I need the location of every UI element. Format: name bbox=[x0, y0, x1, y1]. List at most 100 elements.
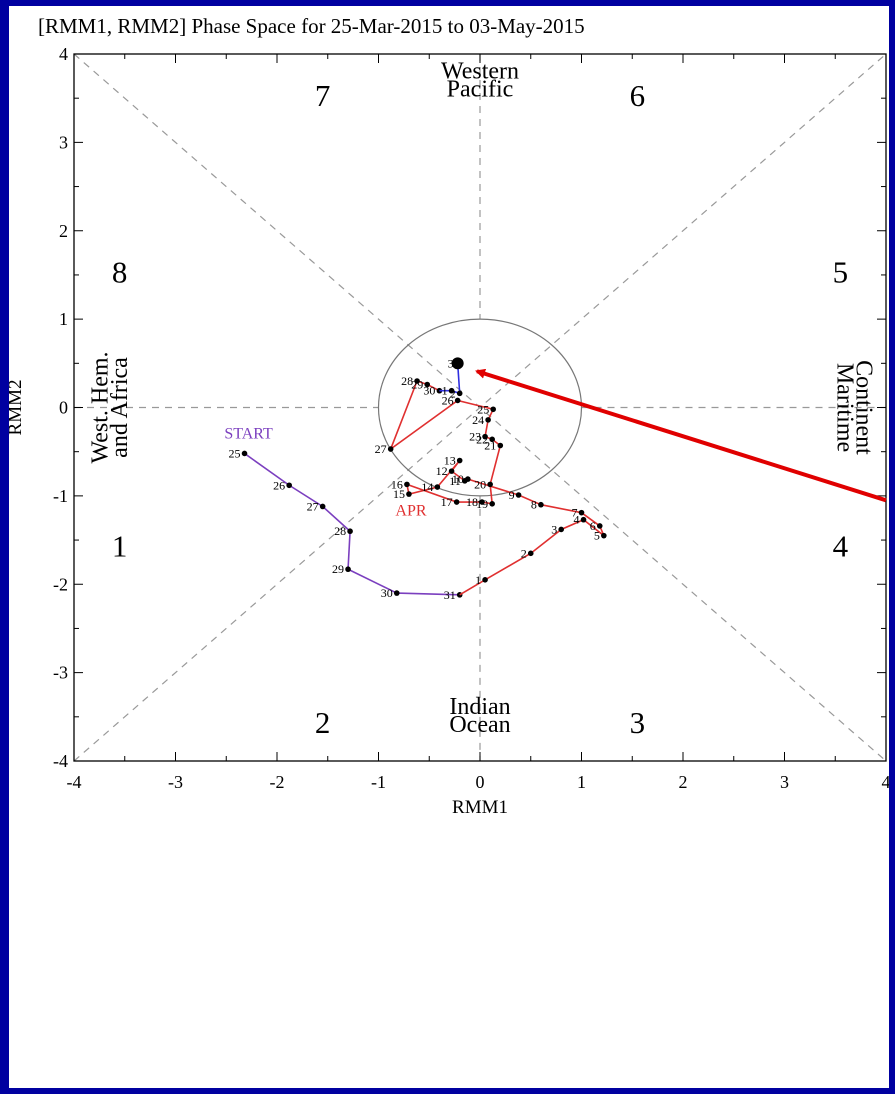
diagonal-line bbox=[73, 53, 887, 762]
data-point-label: 27 bbox=[375, 442, 387, 456]
region-label-right: Maritime bbox=[831, 363, 857, 452]
data-point bbox=[580, 516, 587, 523]
data-point bbox=[286, 482, 292, 489]
data-point bbox=[490, 406, 496, 413]
y-tick-label: 2 bbox=[59, 221, 68, 241]
x-axis-title: RMM1 bbox=[452, 797, 508, 818]
x-tick-label: 1 bbox=[577, 772, 586, 792]
data-point-label: 14 bbox=[421, 480, 433, 494]
data-point bbox=[487, 481, 493, 488]
data-point-label: 3 bbox=[551, 522, 557, 536]
phase-number-label: 3 bbox=[630, 705, 646, 740]
y-tick-label: -3 bbox=[53, 663, 68, 683]
x-tick-label: -4 bbox=[67, 772, 82, 792]
data-point bbox=[448, 387, 455, 394]
data-point bbox=[414, 378, 420, 384]
data-point-label: 16 bbox=[391, 477, 403, 491]
data-point-label: 15 bbox=[393, 487, 405, 501]
data-point-label: 28 bbox=[334, 524, 346, 538]
data-point bbox=[558, 526, 564, 533]
y-tick-label: 4 bbox=[59, 44, 68, 64]
x-tick-label: 0 bbox=[476, 772, 485, 792]
annotation-label: START bbox=[224, 425, 273, 442]
region-label-left: West. Hem. bbox=[87, 351, 113, 463]
data-point-label: 1 bbox=[475, 573, 481, 587]
data-point-label: 1 bbox=[442, 384, 448, 398]
data-point bbox=[454, 397, 461, 404]
y-axis-title: RMM2 bbox=[9, 380, 26, 436]
data-point bbox=[434, 484, 441, 490]
y-tick-label: -4 bbox=[53, 751, 68, 771]
pointer-arrow bbox=[475, 368, 887, 503]
data-point-label: 31 bbox=[444, 588, 456, 602]
data-point-label: 29 bbox=[332, 562, 344, 576]
x-tick-label: 3 bbox=[780, 772, 789, 792]
data-point-label: 4 bbox=[574, 513, 580, 527]
data-point bbox=[404, 481, 410, 488]
arrow-layer bbox=[475, 368, 887, 503]
data-point bbox=[387, 446, 394, 452]
data-point bbox=[482, 433, 488, 440]
data-point bbox=[601, 532, 607, 539]
data-point-label: 6 bbox=[590, 519, 596, 533]
data-point-label: 25 bbox=[229, 446, 241, 460]
chart-title: [RMM1, RMM2] Phase Space for 25-Mar-2015… bbox=[38, 14, 585, 38]
data-point bbox=[451, 357, 464, 370]
data-point-label: 30 bbox=[381, 586, 393, 600]
data-point-label: 30 bbox=[423, 384, 435, 398]
data-point-label: 28 bbox=[401, 374, 413, 388]
data-point bbox=[527, 550, 534, 557]
data-point-label: 17 bbox=[441, 495, 453, 509]
data-point bbox=[482, 577, 488, 583]
data-point bbox=[456, 457, 463, 464]
data-point-label: 2 bbox=[521, 546, 527, 560]
y-tick-label: 1 bbox=[59, 309, 68, 329]
data-point-label: 26 bbox=[273, 478, 285, 492]
phase-number-label: 8 bbox=[112, 255, 128, 290]
region-label-bottom: Indian bbox=[449, 694, 510, 720]
data-point bbox=[578, 509, 585, 516]
x-tick-label: -1 bbox=[371, 772, 386, 792]
y-tick-label: 3 bbox=[59, 132, 68, 152]
chart-frame: [RMM1, RMM2] Phase Space for 25-Mar-2015… bbox=[9, 6, 889, 1088]
data-point bbox=[345, 566, 351, 573]
phase-number-label: 7 bbox=[315, 78, 331, 113]
data-point bbox=[485, 417, 491, 423]
data-point-label: 21 bbox=[484, 439, 496, 453]
data-point-label: 20 bbox=[474, 477, 486, 491]
data-point-label: 19 bbox=[476, 497, 488, 511]
data-point bbox=[538, 501, 544, 508]
data-point-label: 2 bbox=[450, 386, 456, 400]
region-label-left: and Africa bbox=[107, 357, 133, 458]
phase-number-label: 4 bbox=[833, 528, 849, 563]
data-point-label: 23 bbox=[469, 430, 481, 444]
phase-number-label: 5 bbox=[833, 255, 849, 290]
data-point bbox=[489, 436, 495, 443]
data-point bbox=[406, 491, 412, 497]
data-point bbox=[456, 390, 463, 397]
data-point-label: 9 bbox=[509, 488, 515, 502]
data-point-label: 12 bbox=[436, 464, 448, 478]
data-point bbox=[319, 503, 326, 510]
data-point-label: 26 bbox=[442, 393, 454, 407]
phase-space-chart: [RMM1, RMM2] Phase Space for 25-Mar-2015… bbox=[9, 14, 889, 818]
data-point-label: 13 bbox=[444, 454, 456, 468]
series-line-mar bbox=[244, 452, 460, 596]
unit-circle bbox=[377, 318, 583, 497]
data-point bbox=[497, 442, 504, 449]
data-point-label: 10 bbox=[452, 472, 464, 486]
data-point bbox=[479, 499, 485, 505]
data-point-label: 25 bbox=[477, 402, 489, 416]
phase-number-label: 1 bbox=[112, 528, 128, 563]
data-point-label: 7 bbox=[572, 506, 578, 520]
region-label-right: Continent bbox=[851, 360, 877, 455]
phase-number-label: 6 bbox=[630, 78, 646, 113]
y-tick-label: -2 bbox=[53, 574, 68, 594]
region-label-bottom: Ocean bbox=[449, 712, 510, 738]
region-label-top: Pacific bbox=[447, 76, 514, 102]
series-line-may bbox=[439, 363, 461, 395]
y-tick-label: -1 bbox=[53, 486, 68, 506]
